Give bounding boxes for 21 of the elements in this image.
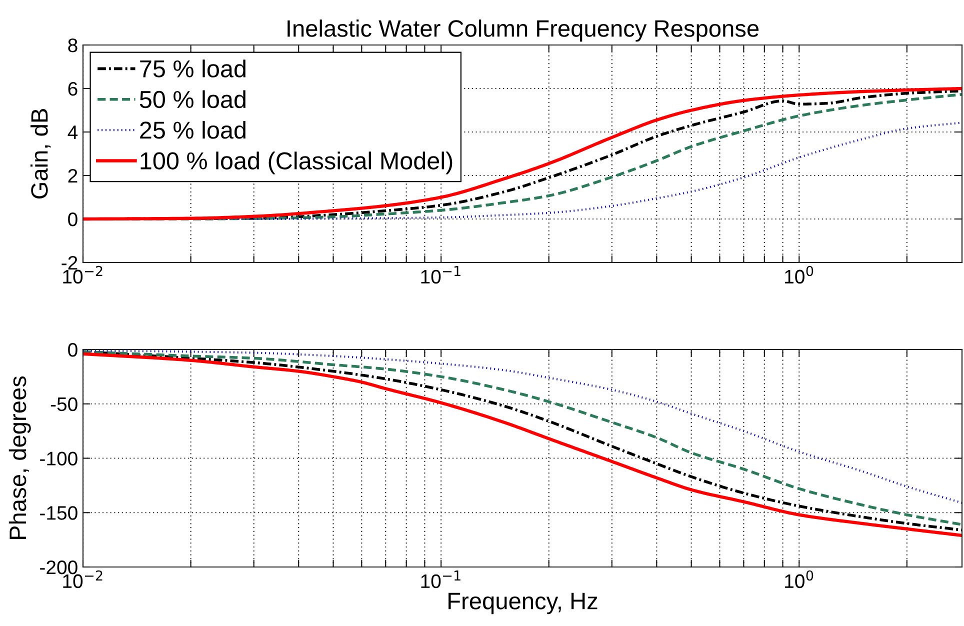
chart-title: Inelastic Water Column Frequency Response: [288, 20, 759, 42]
y-tick-label: 8: [68, 38, 78, 52]
y-tick-label: 6: [68, 82, 78, 96]
x-tick-label: 10$^{0}$: [785, 266, 814, 284]
y-tick-label: 0: [68, 212, 78, 226]
y-tick-label: 2: [68, 168, 78, 183]
legend-label: 100 % load (Classical Model): [140, 152, 452, 174]
y-axis-title: Gain, dB: [30, 109, 51, 198]
y-tick-label: -100: [40, 452, 78, 466]
legend-label: 25 % load: [140, 120, 246, 139]
y-tick-label: -150: [40, 506, 78, 520]
x-tick-label: 10$^{−1}$: [421, 266, 460, 284]
x-tick-label: 10$^{0}$: [785, 570, 814, 588]
y-tick-label: -50: [50, 397, 78, 412]
legend-label: 50 % load: [140, 90, 246, 108]
x-axis-title: Frequency, Hz: [448, 592, 598, 614]
y-tick-label: 0: [68, 342, 78, 357]
legend-label: 75 % load: [140, 60, 246, 78]
x-tick-label: 10$^{−1}$: [421, 570, 460, 588]
y-axis-title: Phase, degrees: [8, 376, 31, 540]
y-tick-label: 4: [68, 126, 78, 140]
